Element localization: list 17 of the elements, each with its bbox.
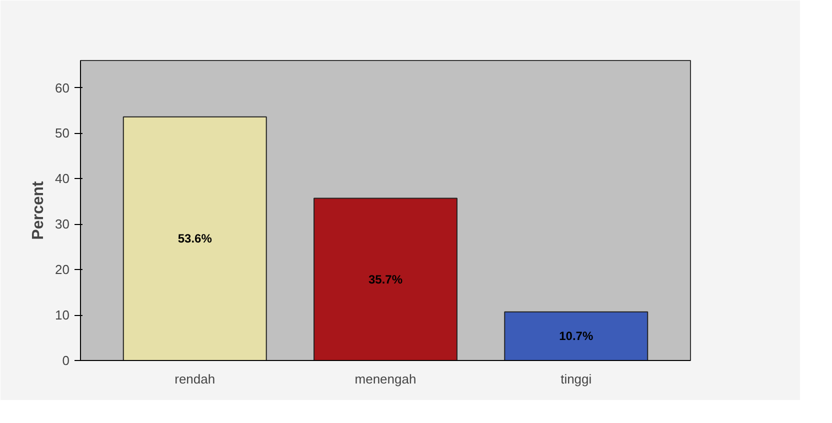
data-label: 53.6% xyxy=(178,232,212,246)
y-axis-title: Percent xyxy=(30,180,48,240)
y-tick-label: 20 xyxy=(55,262,70,278)
y-tick-label: 0 xyxy=(62,353,70,368)
bar xyxy=(122,116,267,360)
data-label: 35.7% xyxy=(368,272,403,286)
y-tick-label: 40 xyxy=(55,171,70,186)
data-label: 10.7% xyxy=(559,329,594,344)
x-tick-label: rendah xyxy=(174,372,216,386)
bar xyxy=(314,198,458,360)
bar xyxy=(504,311,648,360)
y-tick-label: 10 xyxy=(55,308,70,323)
y-tick-label: 30 xyxy=(55,216,70,232)
x-tick-label: tinggi xyxy=(560,372,592,386)
y-tick-label: 50 xyxy=(55,126,70,141)
y-tick-label: 60 xyxy=(55,80,70,96)
x-tick-label: menengah xyxy=(354,372,416,386)
